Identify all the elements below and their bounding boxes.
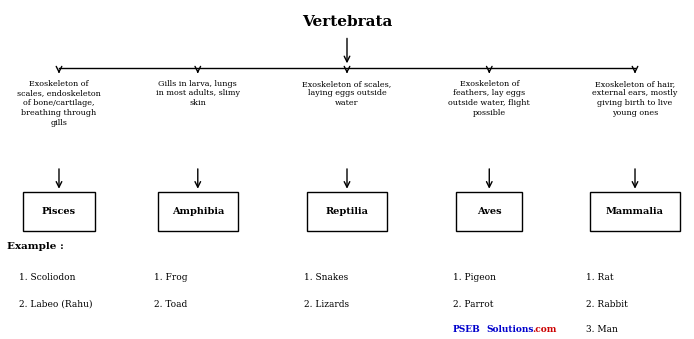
Bar	[590, 192, 680, 231]
Text: 2. Lizards: 2. Lizards	[303, 300, 349, 309]
Text: 2. Parrot: 2. Parrot	[452, 300, 493, 309]
Text: 2. Labeo (Rahu): 2. Labeo (Rahu)	[19, 300, 92, 309]
Text: Vertebrata: Vertebrata	[302, 15, 392, 29]
Text: Amphibia: Amphibia	[171, 206, 224, 216]
Text: Aves: Aves	[477, 206, 502, 216]
Text: .com: .com	[533, 325, 557, 335]
Text: Exoskeleton of
feathers, lay eggs
outside water, flight
possible: Exoskeleton of feathers, lay eggs outsid…	[448, 80, 530, 117]
Text: Exoskeleton of scales,
laying eggs outside
water: Exoskeleton of scales, laying eggs outsi…	[303, 80, 391, 107]
Text: 1. Scoliodon: 1. Scoliodon	[19, 273, 76, 282]
Text: PSEB: PSEB	[452, 325, 480, 335]
Text: Pisces: Pisces	[42, 206, 76, 216]
Text: 1. Rat: 1. Rat	[586, 273, 614, 282]
Bar	[158, 192, 237, 231]
Bar	[307, 192, 387, 231]
Text: Exoskeleton of hair,
external ears, mostly
giving birth to live
young ones: Exoskeleton of hair, external ears, most…	[592, 80, 678, 117]
Text: Reptilia: Reptilia	[325, 206, 369, 216]
Text: 3. Man: 3. Man	[586, 325, 618, 335]
Text: 1. Frog: 1. Frog	[154, 273, 188, 282]
Text: Gills in larva, lungs
in most adults, slimy
skin: Gills in larva, lungs in most adults, sl…	[155, 80, 240, 107]
Bar	[23, 192, 96, 231]
Text: Exoskeleton of
scales, endoskeleton
of bone/cartilage,
breathing through
gills: Exoskeleton of scales, endoskeleton of b…	[17, 80, 101, 127]
Text: 2. Rabbit: 2. Rabbit	[586, 300, 628, 309]
Text: 1. Snakes: 1. Snakes	[303, 273, 348, 282]
Text: Solutions: Solutions	[486, 325, 534, 335]
Text: 2. Toad: 2. Toad	[154, 300, 187, 309]
Text: Example :: Example :	[7, 242, 64, 252]
Text: Mammalia: Mammalia	[606, 206, 664, 216]
Text: 1. Pigeon: 1. Pigeon	[452, 273, 496, 282]
Bar	[457, 192, 522, 231]
